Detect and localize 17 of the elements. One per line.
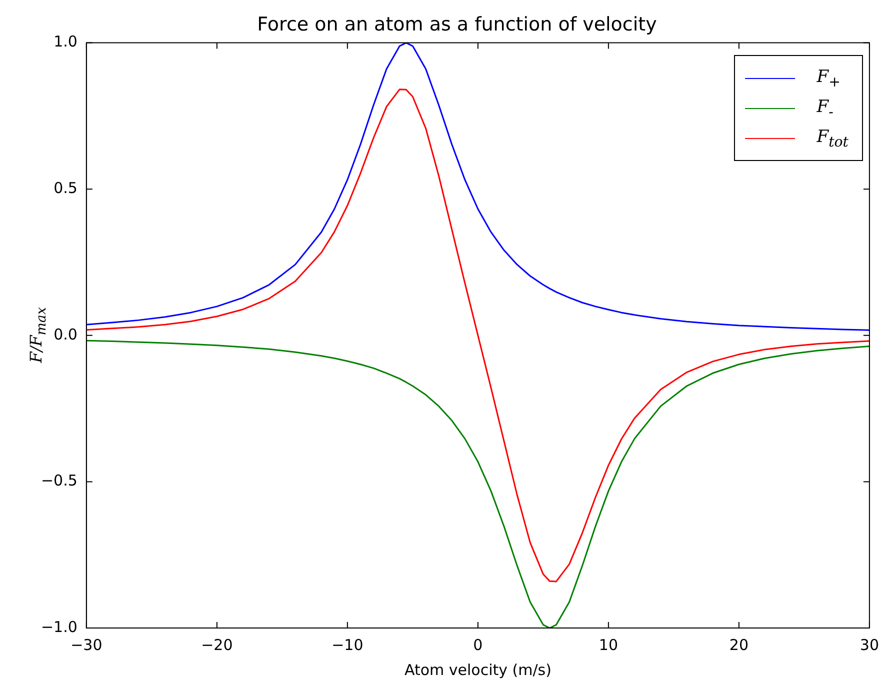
x-tick-label: 0 (473, 636, 483, 654)
x-axis-title: Atom velocity (m/s) (404, 660, 552, 679)
legend-label: F$_{tot}$ (816, 127, 848, 150)
x-tick-label: −30 (70, 636, 102, 654)
chart-title: Force on an atom as a function of velocity (257, 13, 657, 36)
legend-label: F$_{+}$ (816, 67, 840, 90)
x-tick-label: 10 (598, 636, 618, 654)
x-tick-label: 20 (729, 636, 748, 654)
y-tick-label: 0.5 (54, 178, 78, 197)
x-tick-label: 30 (860, 636, 880, 654)
y-tick-label: −0.5 (40, 472, 78, 490)
y-tick-label: −1.0 (40, 618, 78, 636)
y-tick-label: 0.0 (54, 325, 78, 344)
x-tick-label: −20 (201, 636, 233, 654)
x-tick-label: −10 (332, 636, 364, 654)
y-tick-label: 1.0 (54, 32, 78, 51)
legend-label: F$_{-}$ (816, 97, 834, 120)
